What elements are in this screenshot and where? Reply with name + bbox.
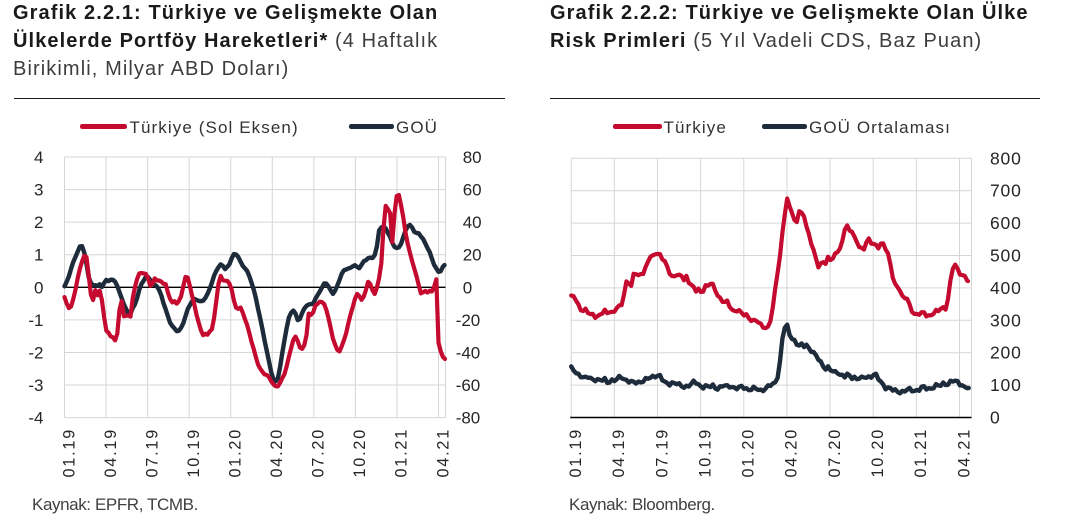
svg-text:200: 200 xyxy=(990,343,1022,363)
svg-text:-3: -3 xyxy=(28,376,43,395)
svg-text:0: 0 xyxy=(463,278,472,297)
svg-text:1: 1 xyxy=(34,246,43,265)
svg-text:80: 80 xyxy=(463,148,482,167)
svg-text:2: 2 xyxy=(34,213,43,232)
svg-text:700: 700 xyxy=(990,181,1022,201)
svg-text:-40: -40 xyxy=(456,344,481,363)
svg-text:01.21: 01.21 xyxy=(912,428,930,478)
svg-text:-4: -4 xyxy=(28,409,43,428)
svg-text:01.20: 01.20 xyxy=(227,428,245,478)
svg-text:04.21: 04.21 xyxy=(955,428,973,478)
svg-text:04.20: 04.20 xyxy=(268,428,286,478)
svg-text:20: 20 xyxy=(463,246,482,265)
svg-text:-20: -20 xyxy=(456,311,481,330)
svg-text:-1: -1 xyxy=(28,311,43,330)
svg-text:60: 60 xyxy=(463,181,482,200)
svg-text:-2: -2 xyxy=(28,344,43,363)
svg-text:-60: -60 xyxy=(456,376,481,395)
svg-text:01.19: 01.19 xyxy=(60,428,78,478)
svg-text:40: 40 xyxy=(463,213,482,232)
svg-text:04.19: 04.19 xyxy=(102,428,120,478)
svg-text:04.19: 04.19 xyxy=(610,428,628,478)
svg-text:01.21: 01.21 xyxy=(393,428,411,478)
svg-text:3: 3 xyxy=(34,181,43,200)
svg-text:07.20: 07.20 xyxy=(310,428,328,478)
svg-text:01.20: 01.20 xyxy=(740,428,758,478)
svg-text:500: 500 xyxy=(990,246,1022,266)
svg-text:-80: -80 xyxy=(456,409,481,428)
svg-text:07.20: 07.20 xyxy=(826,428,844,478)
svg-text:100: 100 xyxy=(990,375,1022,395)
svg-text:01.19: 01.19 xyxy=(567,428,585,478)
svg-text:600: 600 xyxy=(990,213,1022,233)
svg-text:10.20: 10.20 xyxy=(869,428,887,478)
svg-text:800: 800 xyxy=(990,148,1022,168)
svg-text:300: 300 xyxy=(990,310,1022,330)
svg-text:10.20: 10.20 xyxy=(351,428,369,478)
svg-text:10.19: 10.19 xyxy=(185,428,203,478)
svg-text:07.19: 07.19 xyxy=(653,428,671,478)
svg-text:04.20: 04.20 xyxy=(783,428,801,478)
svg-text:07.19: 07.19 xyxy=(143,428,161,478)
svg-text:400: 400 xyxy=(990,278,1022,298)
svg-text:04.21: 04.21 xyxy=(434,428,452,478)
svg-text:0: 0 xyxy=(990,408,1001,428)
svg-text:10.19: 10.19 xyxy=(696,428,714,478)
svg-text:4: 4 xyxy=(34,148,43,167)
svg-text:0: 0 xyxy=(34,278,43,297)
